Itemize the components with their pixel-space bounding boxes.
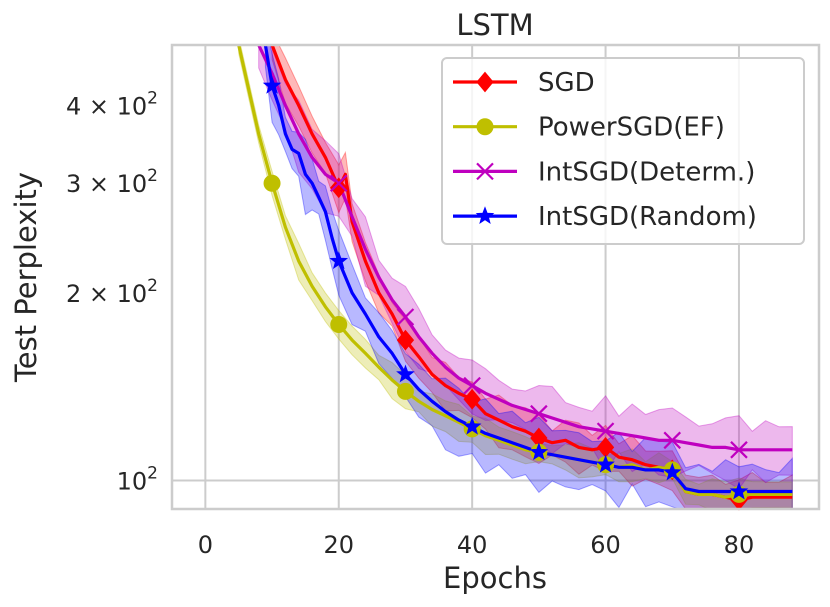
x-tick-label: 80: [724, 531, 755, 559]
y-tick-label: 2 × 102: [66, 276, 158, 308]
intsgd-determ-marker: [396, 308, 415, 326]
intsgd-determ-marker: [663, 431, 682, 450]
intsgd-determ-marker: [596, 422, 615, 440]
sgd-marker: [330, 177, 348, 199]
intsgd-determ-band: [258, 45, 793, 490]
x-tick-label: 60: [590, 531, 621, 559]
legend-powersgd-ef-label: PowerSGD(EF): [538, 113, 725, 143]
intsgd-random-marker: [529, 442, 549, 461]
intsgd-random-marker: [729, 481, 749, 500]
x-tick-label: 0: [198, 531, 213, 559]
sgd-marker: [463, 388, 481, 410]
intsgd-random-marker: [662, 462, 682, 481]
legend-intsgd-random-marker: [475, 206, 495, 225]
intsgd-determ-marker: [463, 376, 481, 395]
legend-powersgd-ef-marker: [476, 118, 494, 136]
series-markers: [262, 75, 749, 511]
intsgd-random-marker: [262, 75, 282, 94]
y-tick-label: 3 × 102: [66, 166, 158, 198]
intsgd-random-marker: [396, 364, 415, 383]
x-tick-label: 40: [457, 531, 488, 559]
intsgd-determ-marker: [329, 174, 348, 192]
y-tick-labels: 102 2 × 102 3 × 102 4 × 102: [66, 88, 158, 495]
chart-title: LSTM: [456, 8, 533, 42]
legend-intsgd-random-label: IntSGD(Random): [538, 202, 757, 232]
powersgd-ef-band: [238, 45, 793, 509]
intsgd-random-marker: [329, 251, 349, 270]
intsgd-determ-marker: [530, 404, 548, 423]
powersgd-ef-marker: [396, 382, 414, 400]
intsgd-random-band: [264, 45, 793, 509]
powersgd-ef-marker: [263, 174, 281, 192]
confidence-bands: [238, 45, 793, 509]
x-axis-label: Epochs: [443, 561, 547, 595]
legend-box: [441, 57, 805, 245]
intsgd-determ-line: [257, 45, 793, 452]
intsgd-random-line: [263, 45, 793, 494]
plot-frame: [170, 43, 821, 511]
legend-intsgd-determ-marker: [476, 162, 494, 181]
y-tick-label: 4 × 102: [66, 88, 158, 120]
intsgd-random-marker: [596, 454, 615, 473]
legend-sgd-marker: [476, 71, 494, 93]
intsgd-determ-marker: [730, 441, 748, 459]
y-axis-label: Test Perplexity: [9, 172, 43, 383]
legend-intsgd-determ-label: IntSGD(Determ.): [538, 157, 755, 187]
y-tick-label: 102: [117, 463, 158, 495]
x-tick-labels: 0 20 40 60 80: [198, 531, 755, 559]
powersgd-ef-marker: [330, 315, 348, 333]
series-lines: [237, 45, 793, 502]
sgd-marker: [396, 329, 415, 351]
intsgd-random-marker: [462, 416, 482, 435]
legend-sgd-label: SGD: [538, 68, 595, 98]
x-tick-label: 20: [323, 531, 354, 559]
legend: SGD PowerSGD(EF) IntSGD(Determ.) IntSGD(Ran…: [441, 57, 805, 245]
